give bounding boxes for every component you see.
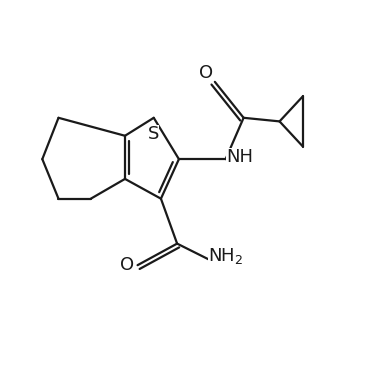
Text: NH: NH xyxy=(226,148,253,166)
Text: NH$_2$: NH$_2$ xyxy=(208,246,243,266)
Text: O: O xyxy=(199,64,213,82)
Text: O: O xyxy=(120,256,134,274)
Text: S: S xyxy=(148,125,160,143)
